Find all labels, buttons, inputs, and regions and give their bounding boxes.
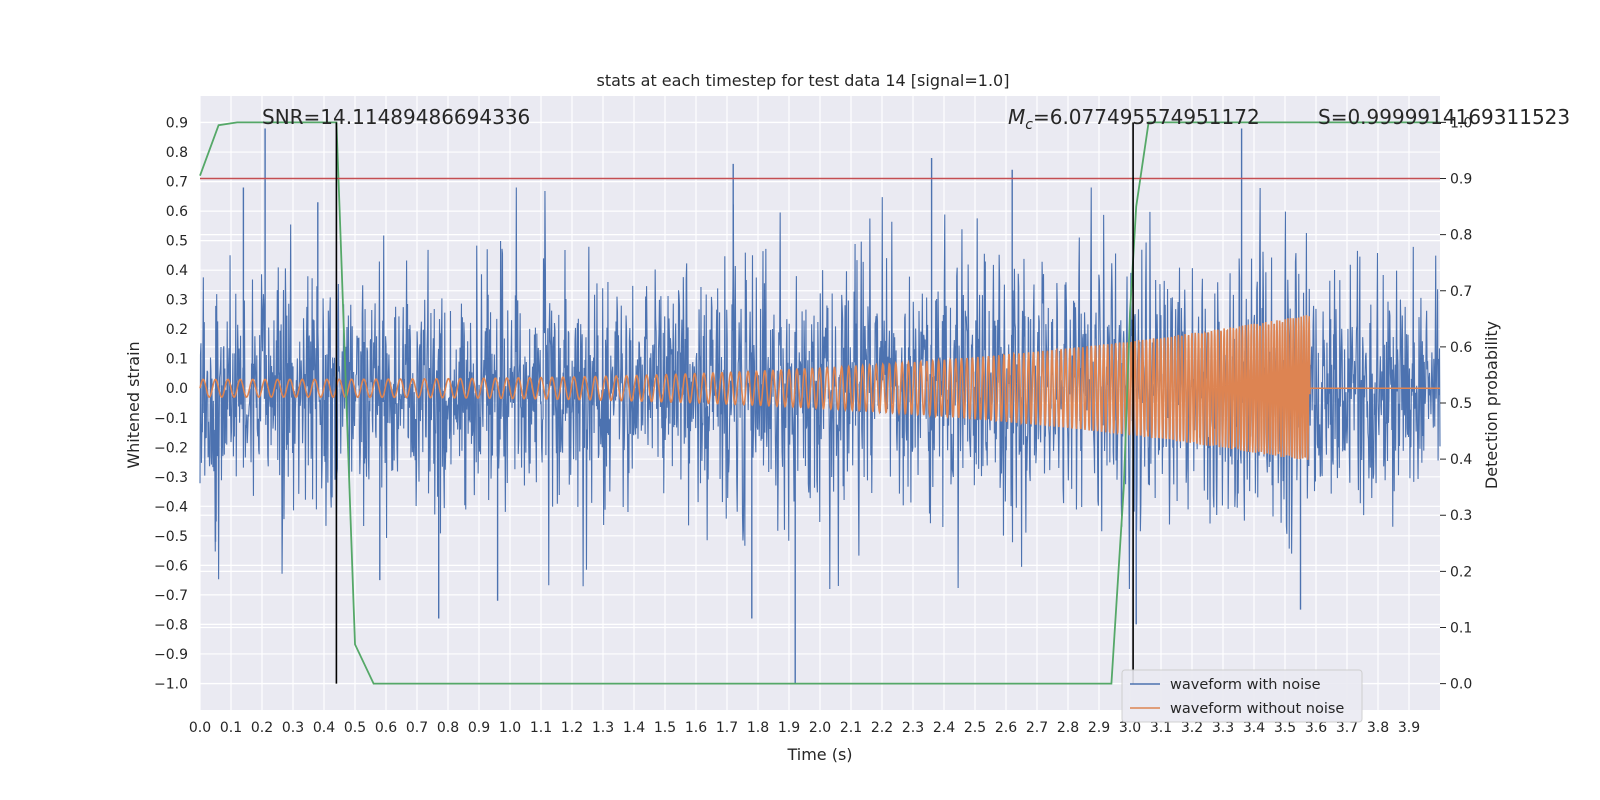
chirp-mass-subscript: c	[1025, 117, 1033, 133]
y-tick-label: −0.7	[154, 588, 188, 604]
y-tick-label: 0.0	[166, 381, 188, 397]
x-tick-label: 2.6	[995, 720, 1017, 736]
x-tick-label: 2.0	[809, 720, 831, 736]
x-tick-label: 2.1	[840, 720, 862, 736]
x-tick-label: 3.6	[1305, 720, 1327, 736]
x-axis-label: Time (s)	[786, 745, 852, 764]
x-tick-label: 0.3	[282, 720, 304, 736]
y-tick-label: 0.3	[166, 293, 188, 309]
y-tick-label: −1.0	[154, 676, 188, 692]
x-tick-label: 0.4	[313, 720, 335, 736]
noise-trace	[199, 187, 1441, 589]
x-tick-label: 3.3	[1212, 720, 1234, 736]
y2-tick-label: 0.8	[1450, 228, 1472, 244]
score-annotation: S=0.9999914169311523	[1318, 105, 1570, 129]
x-tick-label: 2.4	[933, 720, 955, 736]
waveform-without-noise-line	[199, 315, 1440, 460]
y2-tick-label: 0.3	[1450, 508, 1472, 524]
legend-label-clean: waveform without noise	[1170, 701, 1344, 717]
x-tick-label: 2.3	[902, 720, 924, 736]
y-tick-label: 0.9	[166, 116, 188, 132]
x-tick-label: 2.5	[964, 720, 986, 736]
x-tick-label: 3.9	[1398, 720, 1420, 736]
y2-tick-label: 0.2	[1450, 564, 1472, 580]
x-tick-label: 0.2	[251, 720, 273, 736]
x-tick-label: 1.5	[654, 720, 676, 736]
x-tick-label: 1.6	[685, 720, 707, 736]
y-tick-label: −0.4	[154, 499, 188, 515]
x-tick-label: 3.4	[1243, 720, 1265, 736]
x-tick-label: 3.8	[1367, 720, 1389, 736]
legend: waveform with noise waveform without noi…	[1121, 669, 1363, 723]
x-tick-label: 0.9	[468, 720, 490, 736]
y-tick-label: −0.6	[154, 558, 188, 574]
y2-axis-label: Detection probability	[1482, 321, 1501, 489]
y-tick-label: −0.3	[154, 470, 188, 486]
y-tick-label: 0.4	[166, 263, 188, 279]
x-tick-label: 1.4	[623, 720, 645, 736]
vertical-markers	[335, 122, 1134, 684]
detection-probability-line	[199, 121, 1440, 685]
y-tick-label: 0.7	[166, 175, 188, 191]
y-tick-label: −0.2	[154, 440, 188, 456]
x-tick-label: 3.1	[1150, 720, 1172, 736]
y2-tick-label: 1.0	[1450, 115, 1472, 131]
snr-annotation: SNR=14.11489486694336	[262, 105, 530, 129]
x-tick-label: 1.9	[778, 720, 800, 736]
x-tick-label: 2.8	[1057, 720, 1079, 736]
y-tick-label: −0.9	[154, 647, 188, 663]
y2-tick-label: 0.7	[1450, 284, 1472, 300]
x-tick-label: 0.5	[344, 720, 366, 736]
y2-tick-label: 0.6	[1450, 340, 1472, 356]
x-tick-label: 0.7	[406, 720, 428, 736]
x-tick-label: 1.8	[747, 720, 769, 736]
x-tick-label: 1.0	[499, 720, 521, 736]
x-tick-label: 1.3	[592, 720, 614, 736]
y-tick-label: −0.1	[154, 411, 188, 427]
clean-trace	[199, 315, 1440, 460]
y-tick-label: −0.5	[154, 529, 188, 545]
y-tick-label: 0.2	[166, 322, 188, 338]
y-tick-label: 0.5	[166, 234, 188, 250]
x-tick-label: 2.9	[1088, 720, 1110, 736]
y-tick-label: 0.6	[166, 204, 188, 220]
y2-tick-label: 0.9	[1450, 172, 1472, 188]
y-axis-label: Whitened strain	[124, 341, 143, 468]
y2-tick-label: 0.4	[1450, 452, 1472, 468]
x-tick-label: 0.1	[220, 720, 242, 736]
chirp-mass-annotation: Mc=6.077495574951172	[1008, 105, 1260, 133]
y2-axis-ticks: 1.0 0.9 0.8 0.7 0.6 0.5 0.4 0.3 0.2 0.1 0.0	[1440, 115, 1472, 693]
x-tick-label: 1.7	[716, 720, 738, 736]
probability-trace	[199, 121, 1440, 685]
x-tick-label: 0.8	[437, 720, 459, 736]
x-axis-ticks: 0.0 0.1 0.2 0.3 0.4 0.5 0.6 0.7 0.8 0.9 1.0 1.1 1.2 1…	[189, 720, 1420, 736]
y2-tick-label: 0.5	[1450, 396, 1472, 412]
x-tick-label: 1.1	[530, 720, 552, 736]
y-tick-label: 0.1	[166, 352, 188, 368]
y-tick-label: 0.8	[166, 145, 188, 161]
x-tick-label: 2.2	[871, 720, 893, 736]
x-tick-label: 3.7	[1336, 720, 1358, 736]
y2-tick-label: 0.0	[1450, 677, 1472, 693]
x-tick-label: 0.6	[375, 720, 397, 736]
x-tick-label: 3.5	[1274, 720, 1296, 736]
y-tick-label: −0.8	[154, 617, 188, 633]
y-axis-ticks: 0.9 0.8 0.7 0.6 0.5 0.4 0.3 0.2 0.1 0.0 −0.1 −0.2 −0…	[154, 116, 188, 693]
chirp-mass-symbol: M	[1008, 105, 1025, 129]
x-tick-label: 3.0	[1119, 720, 1141, 736]
x-tick-label: 0.0	[189, 720, 211, 736]
x-tick-label: 2.7	[1026, 720, 1048, 736]
y2-tick-label: 0.1	[1450, 620, 1472, 636]
x-tick-label: 1.2	[561, 720, 583, 736]
x-tick-label: 3.2	[1181, 720, 1203, 736]
chart-title: stats at each timestep for test data 14 …	[597, 71, 1010, 90]
legend-box	[1121, 669, 1363, 723]
legend-label-noise: waveform with noise	[1170, 677, 1321, 693]
chirp-mass-value: =6.077495574951172	[1033, 105, 1260, 129]
